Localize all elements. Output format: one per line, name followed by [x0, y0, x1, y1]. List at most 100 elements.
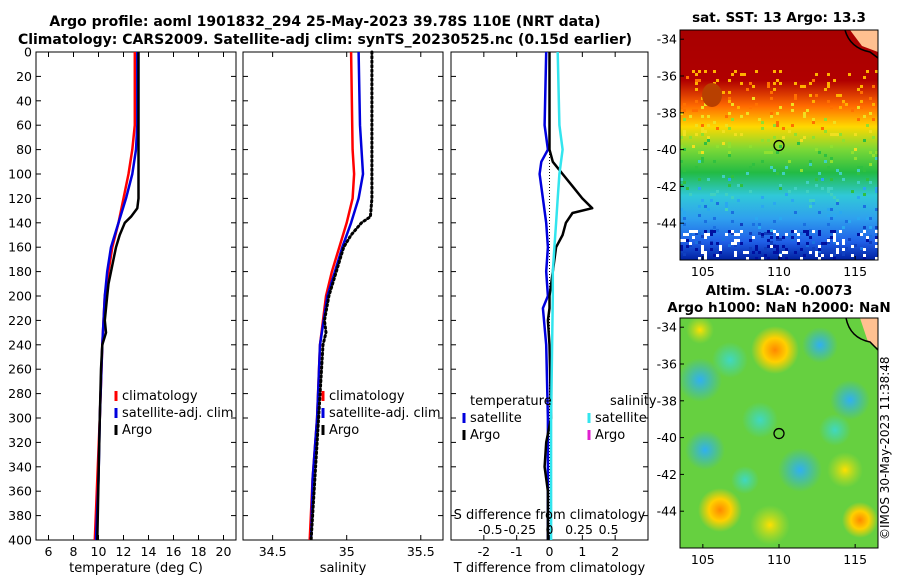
sla_map-ytick-label: -36	[657, 357, 677, 372]
sst-pixel	[773, 245, 776, 248]
depth-tick-label: 360	[8, 484, 32, 499]
depth-tick-label: 180	[8, 264, 32, 279]
depth-tick-label: 40	[16, 93, 32, 108]
sst-pixel	[854, 148, 857, 151]
sst-pixel	[701, 133, 704, 136]
sst-pixel	[851, 151, 854, 154]
sst-pixel	[815, 254, 818, 257]
sst-pixel	[812, 121, 815, 124]
sst-pixel	[797, 233, 800, 236]
sst-pixel	[755, 103, 758, 106]
sst-pixel	[683, 169, 686, 172]
sst-pixel	[812, 247, 815, 250]
sst-pixel	[875, 70, 878, 73]
sst-pixel	[713, 160, 716, 163]
sst-pixel	[698, 232, 701, 235]
temperature-xtick-label: 12	[116, 544, 132, 559]
sst-pixel	[818, 151, 821, 154]
sst-pixel	[683, 118, 686, 121]
sst-pixel	[728, 142, 731, 145]
sst-pixel	[728, 79, 731, 82]
sst-pixel	[695, 73, 698, 76]
sst-pixel	[791, 103, 794, 106]
difference-s-tick-label: -0.25	[504, 522, 536, 537]
sst-pixel	[758, 118, 761, 121]
sla-anomaly-blob	[819, 414, 851, 446]
sst-pixel	[770, 91, 773, 94]
sst-pixel	[782, 245, 785, 248]
sst-pixel	[713, 254, 716, 257]
sst_map-argo-marker	[773, 139, 785, 152]
sst-pixel	[698, 160, 701, 163]
sst-pixel	[818, 248, 821, 251]
sst-pixel	[770, 166, 773, 169]
sst-pixel	[713, 70, 716, 73]
sst-pixel	[869, 217, 872, 220]
sst-pixel	[767, 82, 770, 85]
sst-pixel	[836, 133, 839, 136]
difference-xtick-label: 2	[611, 544, 619, 559]
sst-pixel	[875, 190, 878, 193]
depth-tick-label: 320	[8, 435, 32, 450]
sst-pixel	[788, 190, 791, 193]
sst-pixel	[791, 199, 794, 202]
sla-anomaly-blob	[750, 505, 790, 545]
sst-pixel	[722, 130, 725, 133]
sst-pixel	[773, 70, 776, 73]
sst-pixel	[857, 169, 860, 172]
sst-pixel	[698, 151, 701, 154]
depth-tick-label: 340	[8, 459, 32, 474]
sst-pixel	[767, 139, 770, 142]
sst-pixel	[791, 124, 794, 127]
sst-pixel	[830, 178, 833, 181]
sst-pixel	[779, 187, 782, 190]
sst-pixel	[833, 233, 836, 236]
sst-pixel	[869, 241, 872, 244]
sst-pixel	[770, 247, 773, 250]
sst-pixel	[746, 112, 749, 115]
sst-pixel	[800, 248, 803, 251]
sst-pixel	[740, 223, 743, 226]
sst-pixel	[833, 133, 836, 136]
sst-pixel	[830, 230, 833, 233]
sst-pixel	[719, 248, 722, 251]
sst-pixel	[809, 82, 812, 85]
salinity-series-argo	[309, 50, 374, 542]
sst-pixel	[794, 230, 797, 233]
sst-pixel	[770, 112, 773, 115]
depth-tick-label: 140	[8, 215, 32, 230]
sst-pixel	[749, 232, 752, 235]
sst-pixel	[728, 112, 731, 115]
salinity-legend-label: satellite-adj. clim	[329, 406, 441, 421]
sst_map-ytick-label: -38	[657, 105, 677, 120]
sst-pixel	[839, 172, 842, 175]
sst-pixel	[854, 244, 857, 247]
sst-pixel	[776, 233, 779, 236]
sst-pixel	[842, 178, 845, 181]
sst-pixel	[725, 124, 728, 127]
sst-pixel	[776, 142, 779, 145]
depth-tick-label: 220	[8, 313, 32, 328]
sst-pixel	[800, 85, 803, 88]
sst-pixel	[830, 254, 833, 257]
sst-map-title: sat. SST: 13 Argo: 13.3	[692, 10, 866, 26]
difference-s-tick-label: 0	[546, 522, 554, 537]
sla-anomaly-blob	[686, 318, 714, 344]
sst-pixel	[869, 226, 872, 229]
sst-pixel	[779, 254, 782, 257]
sst-pixel	[701, 199, 704, 202]
sst-pixel	[875, 257, 878, 260]
sst-pixel	[857, 172, 860, 175]
depth-tick-label: 0	[24, 45, 32, 60]
sst-pixel	[728, 178, 731, 181]
sst-pixel	[683, 253, 686, 256]
sst_map-xtick-label: 115	[843, 264, 867, 279]
sst-pixel	[827, 82, 830, 85]
figure-title-line1: Argo profile: aoml 1901832_294 25-May-20…	[49, 14, 601, 30]
sst-pixel	[770, 115, 773, 118]
sst-pixel	[710, 193, 713, 196]
sst-pixel	[683, 103, 686, 106]
sst-pixel	[797, 142, 800, 145]
sst-pixel	[755, 248, 758, 251]
sst-pixel	[815, 94, 818, 97]
